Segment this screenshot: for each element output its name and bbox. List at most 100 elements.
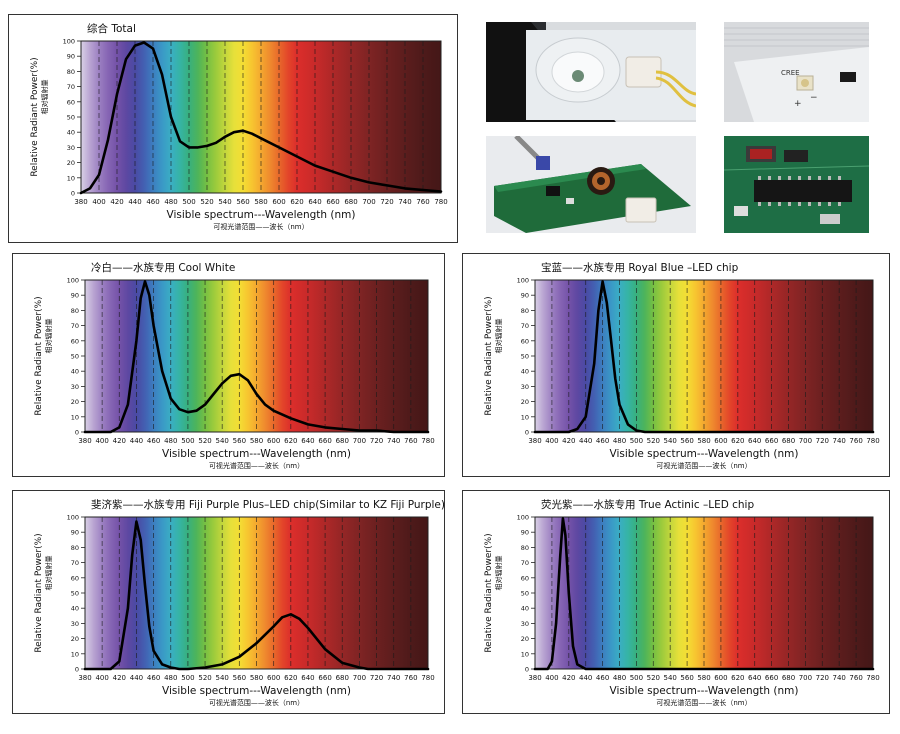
x-tick-label: 600	[714, 674, 727, 682]
y-tick-label: 100	[67, 514, 79, 522]
x-tick-label: 640	[308, 198, 321, 206]
x-tick-label: 460	[146, 198, 159, 206]
y-tick-label: 40	[67, 129, 75, 137]
x-tick-label: 380	[78, 674, 91, 682]
y-tick-label: 80	[71, 544, 79, 552]
y-tick-label: 20	[521, 398, 529, 406]
y-tick-label: 10	[67, 174, 75, 182]
x-tick-label: 480	[613, 674, 626, 682]
x-tick-label: 740	[398, 198, 411, 206]
x-tick-label: 400	[95, 437, 108, 445]
x-tick-label: 660	[318, 674, 331, 682]
x-tick-label: 520	[647, 437, 660, 445]
spectrum-series-line	[79, 41, 443, 195]
y-tick-label: 40	[521, 368, 529, 376]
y-tick-label: 0	[71, 190, 75, 198]
y-tick-label: 90	[71, 529, 79, 537]
x-tick-label: 380	[78, 437, 91, 445]
x-tick-label: 480	[164, 437, 177, 445]
x-tick-label: 720	[370, 674, 383, 682]
x-tick-label: 720	[380, 198, 393, 206]
y-axis-label: Relative Radiant Power(%)	[484, 296, 494, 415]
x-tick-label: 440	[579, 437, 592, 445]
x-tick-label: 440	[130, 674, 143, 682]
x-tick-label: 680	[782, 674, 795, 682]
controller-board-photo	[724, 136, 869, 233]
x-tick-label: 460	[596, 674, 609, 682]
x-tick-label: 780	[434, 198, 447, 206]
x-tick-label: 420	[562, 674, 575, 682]
y-tick-label: 90	[67, 53, 75, 61]
y-tick-label: 40	[521, 605, 529, 613]
x-tick-label: 600	[272, 198, 285, 206]
x-tick-label: 760	[404, 437, 417, 445]
y-tick-label: 0	[75, 429, 79, 437]
driver-board-image	[486, 136, 696, 233]
cree-chip-image: CREE + −	[724, 22, 869, 122]
y-tick-label: 20	[521, 635, 529, 643]
x-tick-label: 400	[92, 198, 105, 206]
x-tick-label: 440	[130, 437, 143, 445]
x-axis-label-cn: 可视光谱范围——波长（nm）	[209, 461, 304, 470]
x-axis-label: Visible spectrum---Wavelength (nm)	[167, 209, 356, 221]
y-tick-label: 70	[71, 559, 79, 567]
x-tick-label: 500	[630, 437, 643, 445]
x-tick-label: 660	[765, 437, 778, 445]
total-spectrum-panel: 0 10 20 30 40 50 60 70 80 90 100 380 400 420 440 460 480…	[8, 14, 458, 243]
x-tick-label: 780	[866, 437, 879, 445]
y-axis-label: Relative Radiant Power(%)	[30, 57, 40, 176]
x-tick-label: 620	[284, 674, 297, 682]
x-axis-label: Visible spectrum---Wavelength (nm)	[610, 685, 799, 697]
minus-mark-text: −	[810, 93, 818, 103]
x-tick-label: 740	[387, 437, 400, 445]
x-tick-label: 500	[181, 674, 194, 682]
plus-mark-text: +	[794, 99, 802, 109]
x-tick-label: 400	[545, 674, 558, 682]
y-tick-label: 60	[71, 337, 79, 345]
x-tick-label: 540	[664, 674, 677, 682]
led-lens-photo	[486, 22, 696, 122]
y-axis-label: Relative Radiant Power(%)	[34, 296, 44, 415]
x-tick-label: 480	[164, 674, 177, 682]
y-tick-label: 80	[521, 544, 529, 552]
y-tick-label: 100	[517, 514, 529, 522]
x-axis-label: Visible spectrum---Wavelength (nm)	[162, 448, 351, 460]
x-tick-label: 740	[833, 674, 846, 682]
x-axis-label-cn: 可视光谱范围——波长（nm）	[656, 461, 751, 470]
x-axis-label: Visible spectrum---Wavelength (nm)	[162, 685, 351, 697]
y-tick-label: 50	[521, 353, 529, 361]
fiji-purple-panel: 0 10 20 30 40 50 60 70 80 90 100 380 400 420 440 460 480…	[12, 490, 445, 714]
x-tick-label: 700	[799, 674, 812, 682]
x-tick-label: 660	[765, 674, 778, 682]
x-tick-label: 520	[198, 437, 211, 445]
x-tick-label: 760	[849, 437, 862, 445]
x-tick-label: 780	[421, 437, 434, 445]
x-tick-label: 780	[421, 674, 434, 682]
x-tick-label: 480	[613, 437, 626, 445]
y-tick-label: 40	[71, 605, 79, 613]
x-tick-label: 400	[545, 437, 558, 445]
x-tick-label: 580	[250, 437, 263, 445]
x-tick-label: 380	[74, 198, 87, 206]
x-tick-label: 640	[301, 437, 314, 445]
x-tick-label: 560	[680, 437, 693, 445]
y-tick-label: 10	[521, 650, 529, 658]
x-tick-label: 620	[290, 198, 303, 206]
x-tick-label: 720	[816, 437, 829, 445]
y-tick-label: 30	[521, 383, 529, 391]
x-tick-label: 620	[284, 437, 297, 445]
x-tick-label: 420	[113, 437, 126, 445]
y-tick-label: 20	[71, 635, 79, 643]
y-tick-label: 100	[67, 277, 79, 285]
x-tick-label: 460	[147, 437, 160, 445]
x-tick-label: 580	[697, 437, 710, 445]
x-tick-label: 760	[404, 674, 417, 682]
x-tick-label: 560	[233, 674, 246, 682]
x-tick-label: 380	[528, 437, 541, 445]
y-tick-label: 40	[71, 368, 79, 376]
x-tick-label: 740	[387, 674, 400, 682]
x-tick-label: 620	[731, 674, 744, 682]
x-tick-label: 760	[416, 198, 429, 206]
x-tick-label: 520	[647, 674, 660, 682]
x-tick-label: 500	[182, 198, 195, 206]
